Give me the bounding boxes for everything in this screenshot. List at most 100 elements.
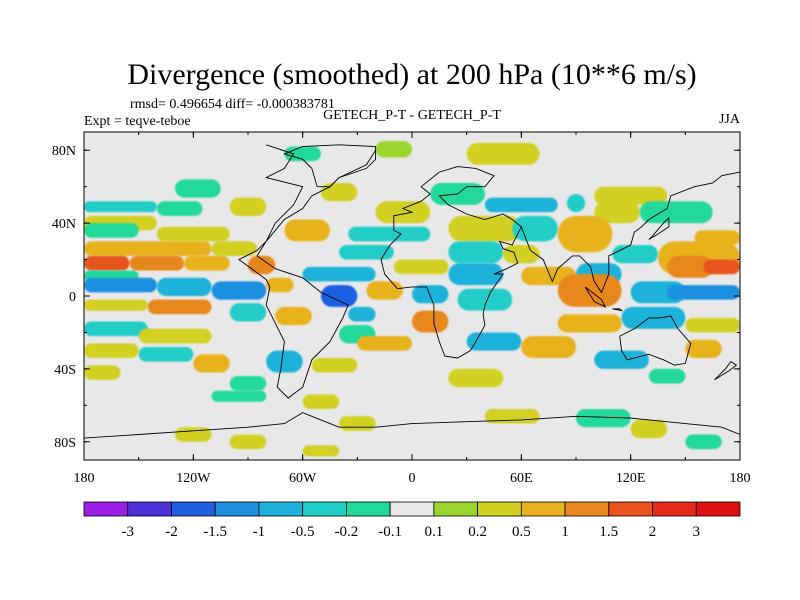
contour-region-43: [84, 277, 157, 293]
stats-line: rmsd= 0.496654 diff= -0.000383781: [130, 97, 335, 112]
contour-region-57: [275, 306, 312, 326]
x-tick-label: 60W: [289, 471, 317, 486]
y-axis: 80N 40N 0 40S 80S: [52, 144, 740, 451]
contour-region-24: [84, 241, 212, 256]
colorbar-swatch-1: [127, 501, 172, 517]
contour-region-37: [703, 259, 740, 275]
contour-region-54: [84, 299, 148, 311]
coastline-5: [612, 308, 624, 312]
colorbar-swatch-13: [652, 501, 697, 517]
contour-region-22: [557, 215, 613, 253]
colorbar-label: -3: [121, 524, 134, 540]
x-tick-label: 120W: [176, 471, 211, 486]
colorbar-label: 0.2: [468, 524, 487, 540]
colorbar-swatch-6: [345, 501, 391, 517]
contour-region-59: [412, 310, 449, 333]
contour-region-20: [448, 215, 522, 242]
contour-region-60: [557, 314, 622, 333]
experiment-label: Expt = teqve-teboe: [84, 114, 191, 129]
contour-region-17: [156, 226, 230, 242]
x-axis: 180 120W 60W 0 60E 120E 180: [74, 132, 751, 486]
contour-region-48: [366, 281, 403, 300]
contour-region-64: [138, 328, 212, 344]
contour-region-66: [357, 336, 412, 351]
contour-region-56: [229, 303, 267, 322]
coastline-9: [714, 360, 738, 381]
colorbar-swatch-14: [695, 501, 741, 517]
contour-region-67: [466, 332, 522, 351]
contour-region-49: [412, 285, 449, 304]
contour-region-85: [630, 419, 668, 439]
contour-region-45: [211, 281, 267, 300]
colorbar-label: -0.5: [291, 524, 315, 540]
contour-region-68: [521, 336, 576, 358]
contour-region-7: [84, 201, 157, 213]
coastline-8: [283, 144, 377, 188]
contour-region-18: [284, 219, 330, 242]
coastline-2: [520, 171, 740, 294]
x-tick-label: 180: [74, 471, 95, 486]
contour-region-27: [448, 241, 504, 264]
coastline-3: [619, 315, 692, 366]
colorbar-swatch-7: [389, 501, 435, 517]
contour-region-46: [266, 277, 294, 293]
y-tick-label: 40N: [52, 217, 76, 232]
contour-region-78: [648, 368, 686, 384]
colorbar-swatch-4: [258, 501, 304, 517]
y-tick-label: 40S: [54, 363, 76, 378]
colorbar-swatch-8: [433, 501, 479, 517]
colorbar: -3 -2 -1.5 -1 -0.5 -0.2 -0.1 0.1 0.2 0.5 1 1.5 2 3: [83, 501, 741, 540]
colorbar-swatch-11: [564, 501, 610, 517]
colorbar-label: 3: [693, 524, 701, 540]
contour-region-14: [639, 201, 713, 224]
contour-region-75: [594, 350, 649, 369]
contour-region-79: [229, 376, 267, 391]
contour-region-13: [594, 201, 640, 224]
contour-region-33: [184, 255, 230, 271]
contour-region-4: [320, 183, 358, 202]
colorbar-label: -0.1: [378, 524, 402, 540]
contour-region-34: [248, 255, 276, 275]
contour-region-84: [339, 416, 376, 431]
x-tick-label: 60E: [510, 471, 533, 486]
contour-region-10: [156, 201, 203, 216]
colorbar-label: 2: [649, 524, 657, 540]
contour-region-47: [320, 285, 358, 307]
contour-region-6: [594, 186, 668, 205]
contour-region-87: [229, 434, 267, 450]
contour-region-69: [685, 339, 722, 358]
contour-region-0: [375, 141, 412, 158]
contour-region-31: [84, 255, 130, 271]
contour-region-21: [512, 215, 558, 242]
contour-region-55: [147, 299, 212, 315]
contour-region-77: [448, 368, 504, 388]
contour-region-58: [348, 306, 376, 322]
contour-region-73: [193, 354, 230, 373]
contour-region-36: [667, 255, 713, 278]
contour-region-9: [566, 193, 586, 213]
contour-region-40: [448, 263, 504, 286]
contour-region-89: [302, 445, 340, 457]
contour-region-63: [84, 321, 148, 337]
colorbar-swatch-5: [302, 501, 347, 517]
contour-region-35: [393, 259, 449, 275]
contour-region-80: [211, 390, 267, 402]
contour-region-26: [339, 244, 394, 260]
contour-region-19: [348, 226, 431, 242]
colorbar-label: 1.5: [599, 524, 618, 540]
contour-region-16: [84, 223, 139, 238]
contour-region-32: [129, 255, 185, 271]
contour-region-25: [211, 241, 258, 256]
contour-region-62: [685, 317, 740, 333]
contour-region-8: [484, 197, 558, 213]
contour-region-71: [84, 343, 139, 358]
contour-region-11: [229, 197, 267, 216]
chart-title: Divergence (smoothed) at 200 hPa (10**6 …: [127, 58, 696, 91]
coastline-0: [238, 144, 376, 399]
contour-region-44: [156, 277, 212, 296]
contour-region-28: [503, 244, 540, 264]
y-tick-label: 0: [69, 290, 76, 305]
y-tick-label: 80N: [52, 144, 76, 159]
colorbar-label: -1.5: [203, 524, 227, 540]
